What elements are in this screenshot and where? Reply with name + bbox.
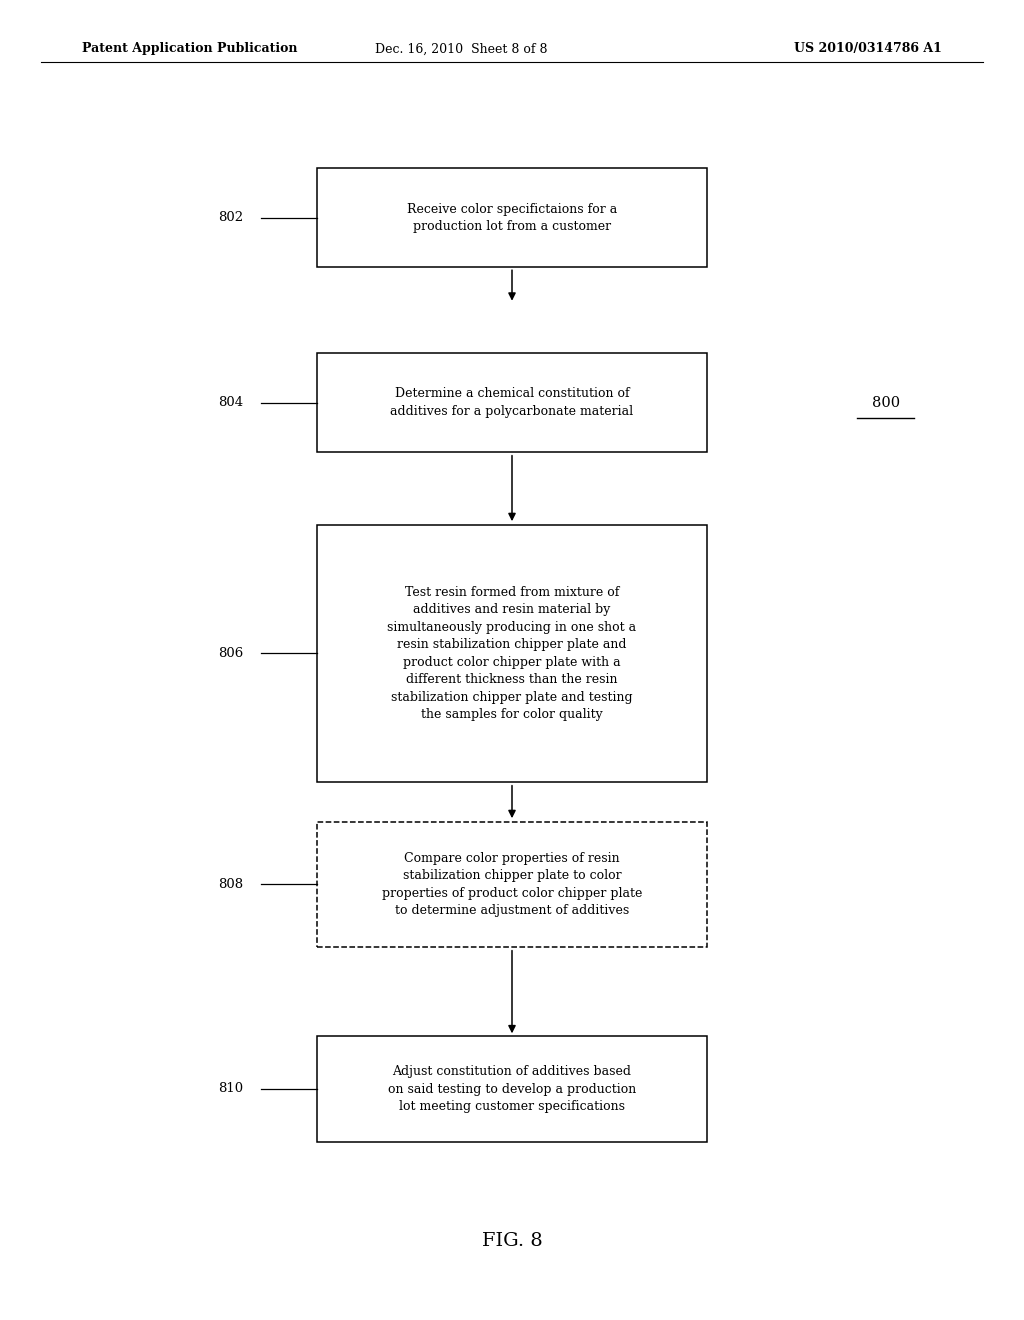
Text: Test resin formed from mixture of
additives and resin material by
simultaneously: Test resin formed from mixture of additi… — [387, 586, 637, 721]
Text: Dec. 16, 2010  Sheet 8 of 8: Dec. 16, 2010 Sheet 8 of 8 — [375, 42, 547, 55]
Text: FIG. 8: FIG. 8 — [481, 1232, 543, 1250]
FancyBboxPatch shape — [317, 1036, 707, 1142]
FancyBboxPatch shape — [317, 169, 707, 267]
FancyBboxPatch shape — [317, 821, 707, 948]
Text: 802: 802 — [218, 211, 243, 224]
Text: 800: 800 — [871, 396, 900, 409]
Text: Compare color properties of resin
stabilization chipper plate to color
propertie: Compare color properties of resin stabil… — [382, 851, 642, 917]
Text: Determine a chemical constitution of
additives for a polycarbonate material: Determine a chemical constitution of add… — [390, 387, 634, 418]
Text: Receive color specifictaions for a
production lot from a customer: Receive color specifictaions for a produ… — [407, 202, 617, 234]
FancyBboxPatch shape — [317, 524, 707, 781]
Text: 810: 810 — [218, 1082, 243, 1096]
Text: 804: 804 — [218, 396, 243, 409]
Text: Adjust constitution of additives based
on said testing to develop a production
l: Adjust constitution of additives based o… — [388, 1065, 636, 1113]
Text: Patent Application Publication: Patent Application Publication — [82, 42, 297, 55]
Text: 808: 808 — [218, 878, 243, 891]
Text: 806: 806 — [218, 647, 243, 660]
Text: US 2010/0314786 A1: US 2010/0314786 A1 — [795, 42, 942, 55]
FancyBboxPatch shape — [317, 354, 707, 451]
